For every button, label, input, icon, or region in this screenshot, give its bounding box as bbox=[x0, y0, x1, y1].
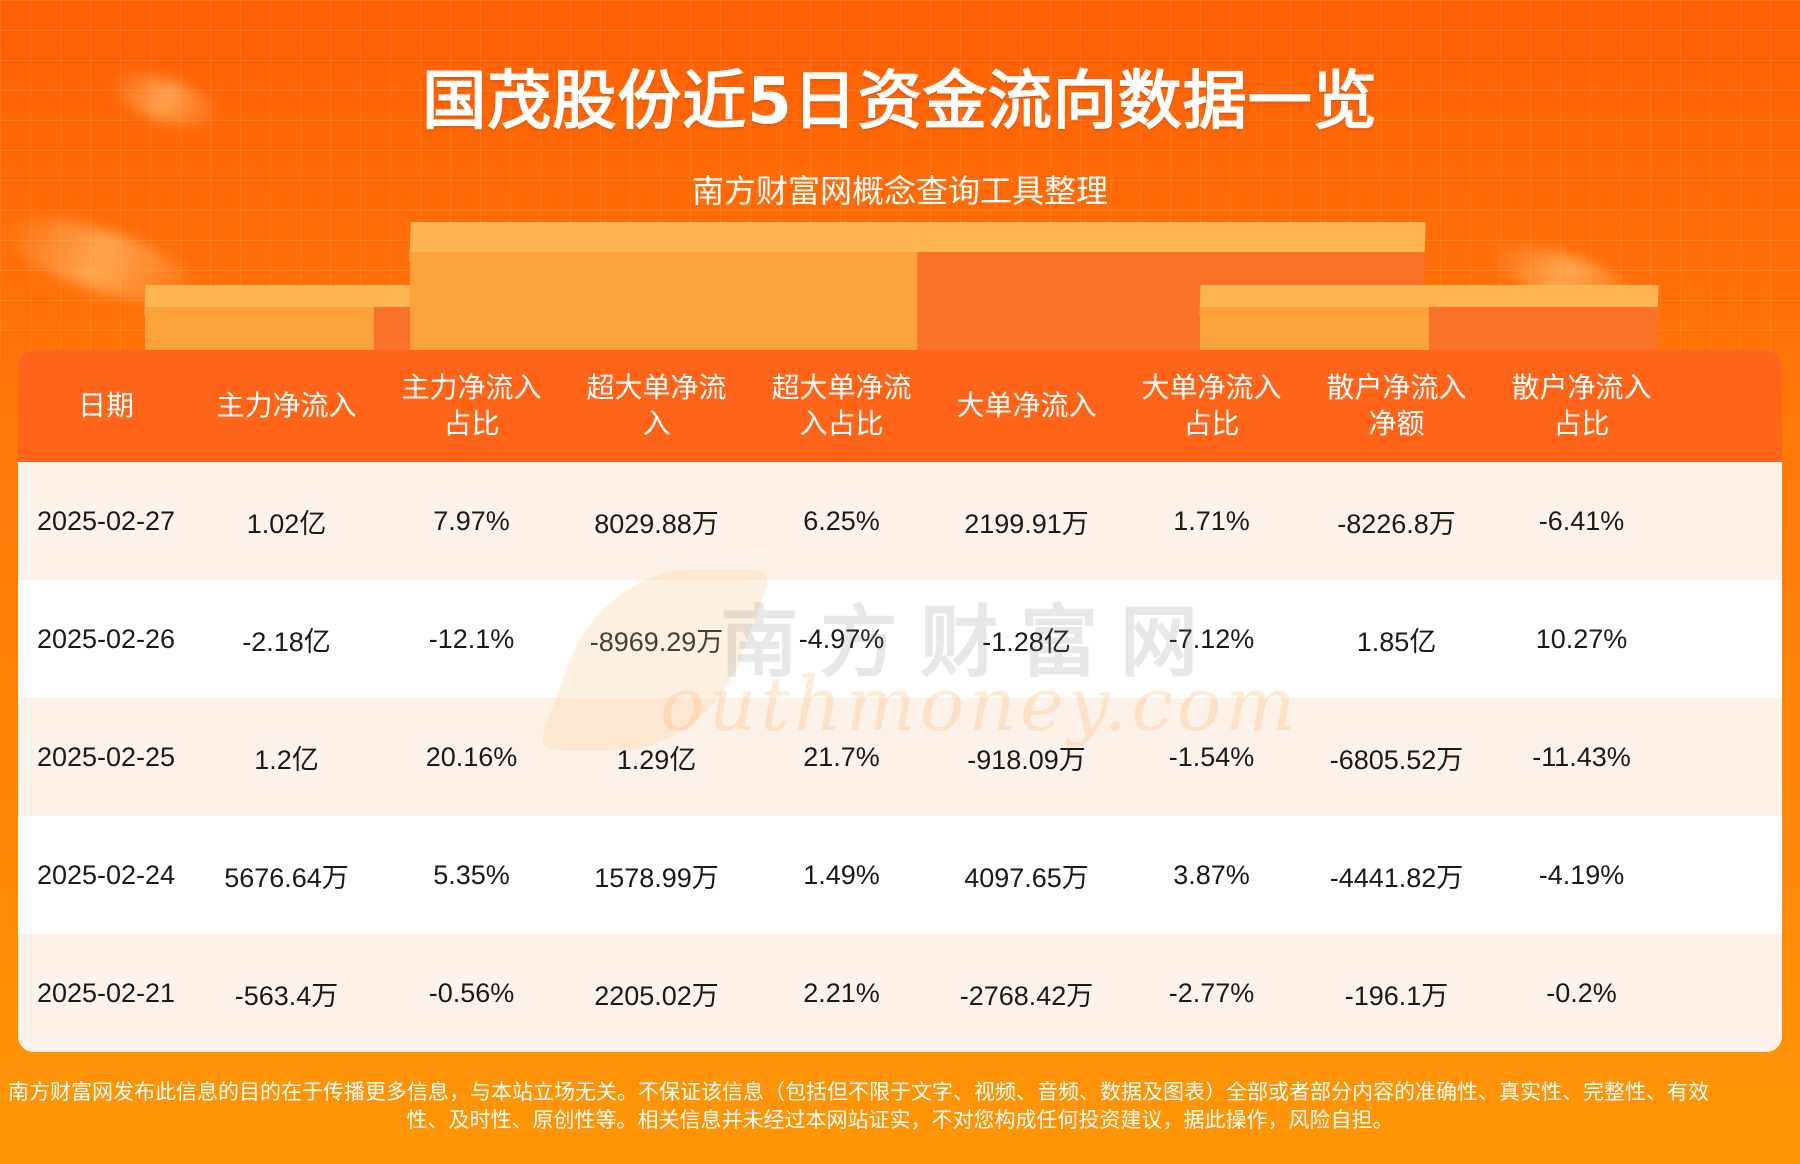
cell-main-net-inflow-ratio: 20.16% bbox=[425, 741, 518, 772]
cell-super-large-net-inflow-ratio: 1.49% bbox=[803, 859, 880, 890]
cell-retail-net-inflow-ratio: -6.41% bbox=[1538, 505, 1625, 536]
cell-main-net-inflow-ratio: -0.56% bbox=[428, 977, 515, 1008]
cell-super-large-net-inflow: 1578.99万 bbox=[594, 862, 719, 893]
cell-large-net-inflow: -2768.42万 bbox=[959, 980, 1094, 1011]
table-row: 2025-02-21 -563.4万 -0.56% 2205.02万 2.21%… bbox=[18, 934, 1782, 1052]
cell-date: 2025-02-27 bbox=[36, 505, 176, 536]
column-header-date: 日期 bbox=[77, 389, 134, 422]
table-body: 2025-02-27 1.02亿 7.97% 8029.88万 6.25% 21… bbox=[18, 462, 1782, 1052]
cell-main-net-inflow: 1.2亿 bbox=[254, 744, 319, 775]
cell-large-net-inflow-ratio: -2.77% bbox=[1168, 977, 1255, 1008]
cell-large-net-inflow-ratio: 3.87% bbox=[1173, 859, 1250, 890]
table-row: 2025-02-27 1.02亿 7.97% 8029.88万 6.25% 21… bbox=[18, 462, 1782, 580]
cell-retail-net-inflow: 1.85亿 bbox=[1356, 626, 1437, 657]
cell-retail-net-inflow: -196.1万 bbox=[1344, 980, 1449, 1011]
cell-retail-net-inflow: -8226.8万 bbox=[1337, 508, 1456, 539]
column-header-large-net-inflow-ratio: 大单净流入 占比 bbox=[1141, 371, 1282, 440]
column-header-main-net-inflow-ratio: 主力净流入 占比 bbox=[401, 371, 542, 440]
cell-large-net-inflow: 2199.91万 bbox=[964, 508, 1089, 539]
disclaimer-line-2: 性、及时性、原创性等。相关信息并未经过本网站证实，不对您构成任何投资建议，据此操… bbox=[406, 1108, 1394, 1132]
cell-main-net-inflow: 1.02亿 bbox=[246, 508, 327, 539]
column-header-retail-net-inflow: 散户净流入 净额 bbox=[1326, 371, 1467, 440]
cell-super-large-net-inflow: 2205.02万 bbox=[594, 980, 719, 1011]
fund-flow-table: 日期 主力净流入 主力净流入 占比 超大单净流 入 超大单净流 入占比 大单净流… bbox=[18, 350, 1782, 1052]
page-subtitle: 南方财富网概念查询工具整理 bbox=[691, 172, 1108, 210]
cell-large-net-inflow: 4097.65万 bbox=[964, 862, 1089, 893]
cell-large-net-inflow-ratio: 1.71% bbox=[1173, 505, 1250, 536]
table-row: 2025-02-26 -2.18亿 -12.1% -8969.29万 -4.97… bbox=[18, 580, 1782, 698]
table-header: 日期 主力净流入 主力净流入 占比 超大单净流 入 超大单净流 入占比 大单净流… bbox=[18, 350, 1782, 462]
column-header-retail-net-inflow-ratio: 散户净流入 占比 bbox=[1511, 371, 1652, 440]
disclaimer: 南方财富网发布此信息的目的在于传播更多信息，与本站立场无关。不保证该信息（包括但… bbox=[0, 1078, 1800, 1134]
cell-large-net-inflow: -918.09万 bbox=[967, 744, 1086, 775]
cell-super-large-net-inflow-ratio: 2.21% bbox=[803, 977, 880, 1008]
cell-date: 2025-02-21 bbox=[36, 977, 176, 1008]
column-header-super-large-net-inflow-ratio: 超大单净流 入占比 bbox=[771, 371, 912, 440]
cell-super-large-net-inflow: 1.29亿 bbox=[616, 744, 697, 775]
cell-retail-net-inflow-ratio: -4.19% bbox=[1538, 859, 1625, 890]
cell-date: 2025-02-26 bbox=[36, 623, 176, 654]
cell-date: 2025-02-24 bbox=[36, 859, 176, 890]
table-row: 2025-02-25 1.2亿 20.16% 1.29亿 21.7% -918.… bbox=[18, 698, 1782, 816]
cell-retail-net-inflow-ratio: -11.43% bbox=[1532, 741, 1631, 772]
cell-retail-net-inflow: -4441.82万 bbox=[1329, 862, 1464, 893]
cell-retail-net-inflow-ratio: 10.27% bbox=[1535, 623, 1628, 654]
cell-main-net-inflow: -563.4万 bbox=[234, 980, 339, 1011]
column-header-main-net-inflow: 主力净流入 bbox=[216, 389, 357, 422]
column-header-super-large-net-inflow: 超大单净流 入 bbox=[586, 371, 727, 440]
disclaimer-line-1: 南方财富网发布此信息的目的在于传播更多信息，与本站立场无关。不保证该信息（包括但… bbox=[8, 1080, 1709, 1104]
cell-main-net-inflow-ratio: 5.35% bbox=[433, 859, 510, 890]
page-title: 国茂股份近5日资金流向数据一览 bbox=[422, 65, 1378, 139]
cell-main-net-inflow: 5676.64万 bbox=[224, 862, 349, 893]
cell-large-net-inflow-ratio: -7.12% bbox=[1168, 623, 1255, 654]
column-header-large-net-inflow: 大单净流入 bbox=[956, 389, 1097, 422]
cell-main-net-inflow-ratio: 7.97% bbox=[433, 505, 510, 536]
cell-main-net-inflow-ratio: -12.1% bbox=[428, 623, 515, 654]
cell-super-large-net-inflow: 8029.88万 bbox=[594, 508, 719, 539]
cell-large-net-inflow: -1.28亿 bbox=[982, 626, 1071, 657]
cell-large-net-inflow-ratio: -1.54% bbox=[1168, 741, 1255, 772]
cell-date: 2025-02-25 bbox=[36, 741, 176, 772]
table-row: 2025-02-24 5676.64万 5.35% 1578.99万 1.49%… bbox=[18, 816, 1782, 934]
cell-main-net-inflow: -2.18亿 bbox=[242, 626, 331, 657]
cell-super-large-net-inflow-ratio: 6.25% bbox=[803, 505, 880, 536]
cell-retail-net-inflow-ratio: -0.2% bbox=[1546, 977, 1617, 1008]
cell-super-large-net-inflow: -8969.29万 bbox=[589, 626, 724, 657]
cell-retail-net-inflow: -6805.52万 bbox=[1329, 744, 1464, 775]
cell-super-large-net-inflow-ratio: 21.7% bbox=[803, 741, 880, 772]
cell-super-large-net-inflow-ratio: -4.97% bbox=[798, 623, 885, 654]
